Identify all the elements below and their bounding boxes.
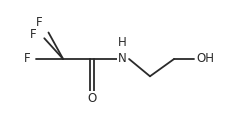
Text: F: F (30, 28, 37, 41)
Text: N: N (118, 53, 127, 65)
Text: H: H (118, 36, 127, 49)
Text: F: F (36, 16, 43, 29)
Text: F: F (24, 53, 31, 65)
Text: O: O (87, 92, 97, 105)
Text: OH: OH (196, 53, 214, 65)
